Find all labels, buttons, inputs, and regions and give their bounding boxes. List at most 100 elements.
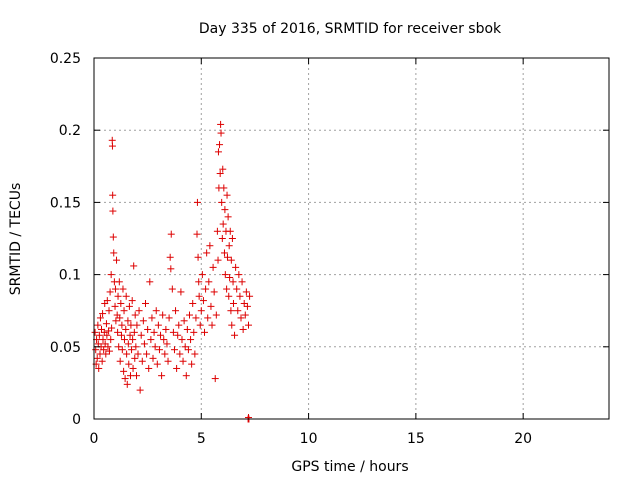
- data-point: [217, 129, 225, 137]
- data-point: [172, 307, 180, 315]
- data-point: [179, 357, 187, 365]
- data-point: [221, 206, 229, 214]
- data-point: [213, 227, 221, 235]
- data-point: [203, 249, 211, 257]
- data-point: [104, 343, 112, 351]
- data-point: [146, 278, 154, 286]
- chart-title: Day 335 of 2016, SRMTID for receiver sbo…: [199, 21, 502, 37]
- data-point: [214, 148, 222, 156]
- data-point: [116, 314, 124, 322]
- data-point: [223, 191, 231, 199]
- data-point: [212, 311, 220, 319]
- data-point: [130, 262, 138, 270]
- data-point: [229, 299, 237, 307]
- data-point: [210, 288, 218, 296]
- data-point: [192, 314, 200, 322]
- data-point: [216, 170, 224, 178]
- data-point: [161, 350, 169, 358]
- data-point: [91, 328, 99, 336]
- data-point: [227, 307, 235, 315]
- data-point: [151, 343, 159, 351]
- data-point: [137, 331, 145, 339]
- data-point: [224, 213, 232, 221]
- data-point: [196, 321, 204, 329]
- data-point: [199, 297, 207, 305]
- data-point: [227, 256, 235, 264]
- data-point: [128, 297, 136, 305]
- data-point: [126, 331, 134, 339]
- data-point: [125, 302, 133, 310]
- data-point: [93, 354, 101, 362]
- data-point: [105, 327, 113, 335]
- data-point: [185, 311, 193, 319]
- data-point: [107, 336, 115, 344]
- data-point: [100, 346, 108, 354]
- data-point: [198, 271, 206, 279]
- data-point: [219, 165, 227, 173]
- data-point: [211, 375, 219, 383]
- data-point: [240, 299, 248, 307]
- data-point: [123, 350, 131, 358]
- y-tick-label: 0.05: [50, 340, 81, 356]
- x-tick-label: 10: [300, 431, 318, 447]
- data-point: [188, 360, 196, 368]
- data-point: [115, 278, 123, 286]
- data-point: [105, 347, 113, 355]
- data-point: [120, 336, 128, 344]
- data-point: [178, 336, 186, 344]
- data-point: [167, 265, 175, 273]
- data-point: [109, 191, 117, 199]
- data-point: [214, 256, 222, 264]
- data-point: [225, 242, 233, 250]
- data-point: [195, 292, 203, 300]
- data-point: [92, 346, 100, 354]
- data-point: [183, 325, 191, 333]
- data-point: [204, 314, 212, 322]
- data-point: [195, 278, 203, 286]
- data-point: [145, 364, 153, 372]
- x-axis-label: GPS time / hours: [291, 459, 408, 475]
- plot-frame: [93, 57, 610, 420]
- data-point: [207, 302, 215, 310]
- data-point: [238, 278, 246, 286]
- data-point: [103, 331, 111, 339]
- data-point: [138, 357, 146, 365]
- data-point: [96, 314, 104, 322]
- data-point: [144, 325, 152, 333]
- data-point: [197, 307, 205, 315]
- data-point: [220, 184, 228, 192]
- data-point: [122, 325, 130, 333]
- x-tick-label: 15: [407, 431, 425, 447]
- data-point: [246, 292, 254, 300]
- data-point: [117, 299, 125, 307]
- data-point: [94, 321, 102, 329]
- data-point: [98, 357, 106, 365]
- data-point: [114, 328, 122, 336]
- data-point: [123, 380, 131, 388]
- data-point: [147, 336, 155, 344]
- data-point: [157, 331, 165, 339]
- data-point: [167, 230, 175, 238]
- data-point: [177, 288, 185, 296]
- data-point: [135, 307, 143, 315]
- data-point: [165, 314, 173, 322]
- data-point: [142, 299, 149, 307]
- data-point: [109, 207, 117, 215]
- data-point: [102, 320, 110, 328]
- data-point: [107, 271, 115, 279]
- data-point: [228, 321, 236, 329]
- y-tick-label: 0.1: [59, 268, 81, 284]
- data-point: [162, 325, 170, 333]
- data-point: [152, 307, 160, 315]
- data-point: [121, 375, 129, 383]
- data-point: [125, 360, 133, 368]
- data-point: [190, 328, 198, 336]
- data-point: [181, 343, 189, 351]
- data-point: [95, 364, 103, 372]
- data-point: [218, 235, 226, 242]
- data-point: [132, 372, 140, 380]
- data-point: [216, 141, 224, 149]
- data-point: [180, 317, 188, 325]
